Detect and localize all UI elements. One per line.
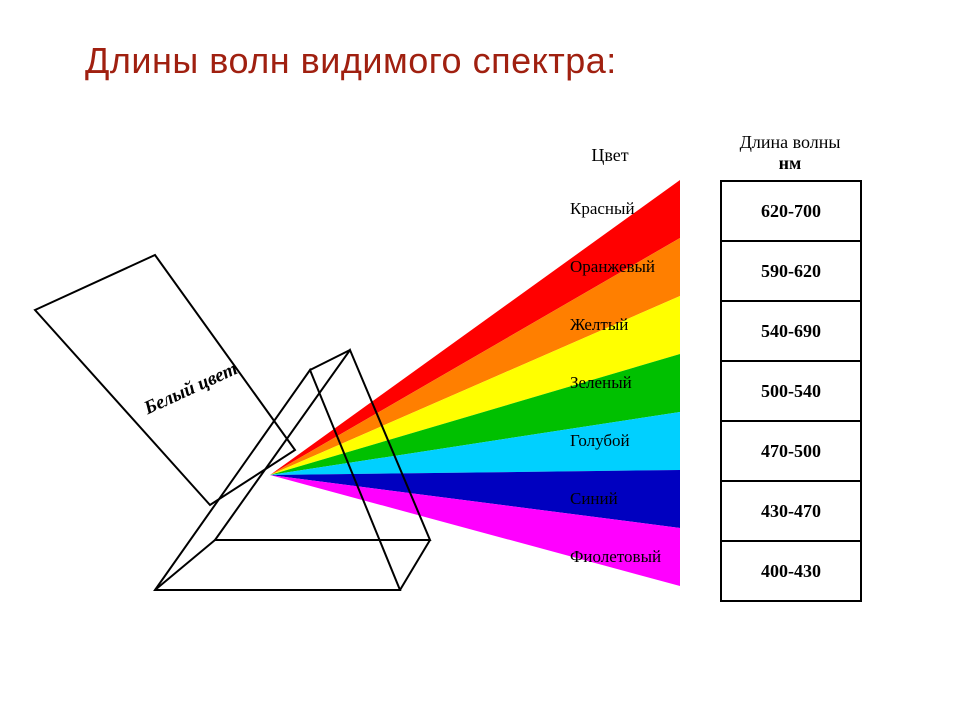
band-label: Зеленый (570, 373, 632, 393)
band-label: Желтый (570, 315, 628, 335)
header-color: Цвет (550, 145, 670, 166)
wavelength-table: 620-700590-620540-690500-540470-500430-4… (720, 180, 862, 602)
band-label: Красный (570, 199, 635, 219)
wavelength-cell: 470-500 (722, 422, 862, 482)
wavelength-cell: 400-430 (722, 542, 862, 602)
header-wavelength-l1: Длина волны (740, 132, 841, 152)
wavelength-cell: 500-540 (722, 362, 862, 422)
wavelength-cell: 590-620 (722, 242, 862, 302)
wavelength-cell: 540-690 (722, 302, 862, 362)
prism-edge (400, 540, 430, 590)
wavelength-cell: 620-700 (722, 182, 862, 242)
band-label: Фиолетовый (570, 547, 661, 567)
band-label: Синий (570, 489, 618, 509)
band-label: Оранжевый (570, 257, 655, 277)
header-wavelength: Длина волны нм (720, 132, 860, 174)
wavelength-cell: 430-470 (722, 482, 862, 542)
header-wavelength-l2: нм (779, 153, 802, 173)
band-label: Голубой (570, 431, 630, 451)
white-beam (35, 255, 295, 505)
